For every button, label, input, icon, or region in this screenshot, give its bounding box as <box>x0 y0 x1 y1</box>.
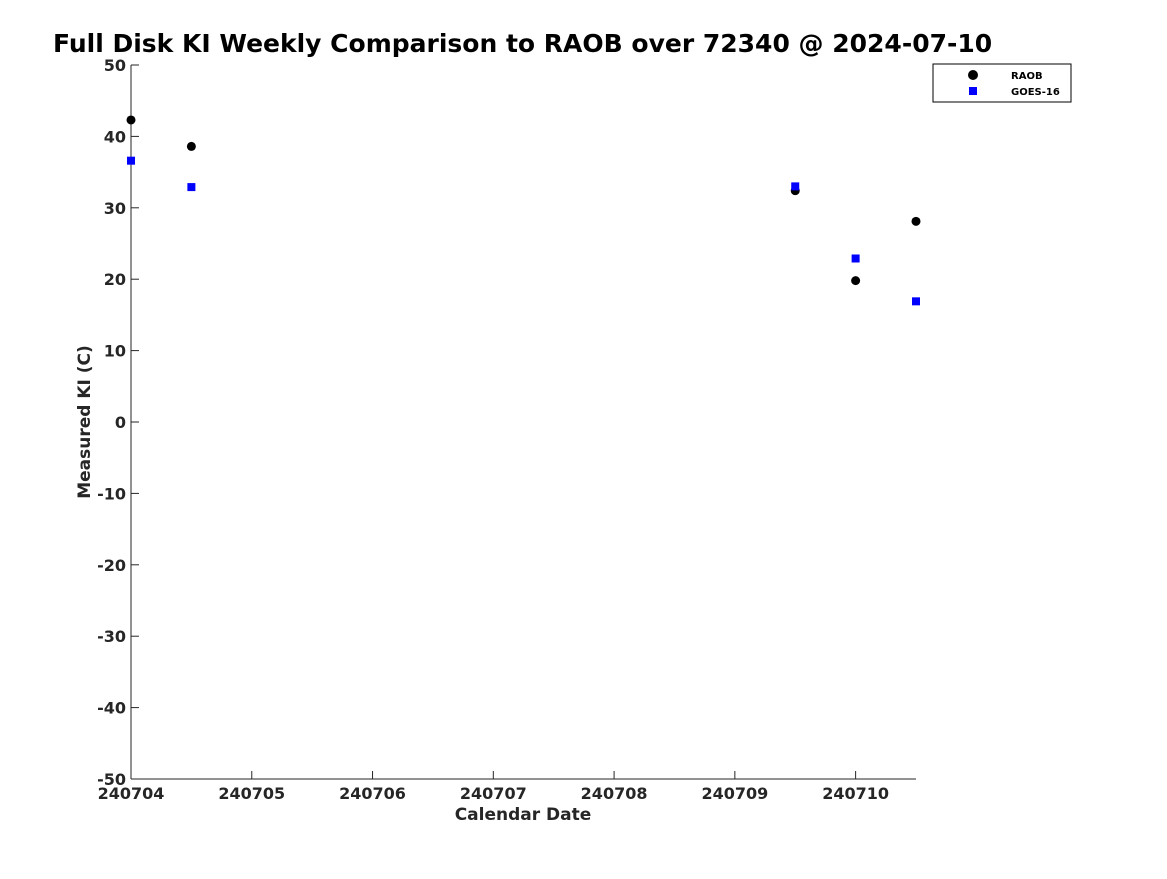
y-tick-label: -40 <box>97 699 126 718</box>
y-tick-label: -50 <box>97 770 126 789</box>
y-tick-label: 30 <box>104 199 126 218</box>
x-tick-label: 240707 <box>460 784 527 803</box>
y-tick-label: 20 <box>104 270 126 289</box>
raob-point <box>851 276 861 286</box>
legend-box <box>932 63 1072 103</box>
x-tick-label: 240706 <box>339 784 406 803</box>
y-tick-label: 10 <box>104 342 126 361</box>
raob-point <box>126 115 136 125</box>
raob-point <box>911 216 921 226</box>
legend-marker-raob <box>968 70 978 80</box>
x-tick-label: 240704 <box>98 784 165 803</box>
x-axis-label: Calendar Date <box>455 805 592 825</box>
y-tick-label: -10 <box>97 484 126 503</box>
chart-title: Full Disk KI Weekly Comparison to RAOB o… <box>53 29 992 58</box>
legend-label: RAOB <box>1011 71 1043 82</box>
data-points <box>126 115 921 306</box>
x-tick-label: 240705 <box>218 784 285 803</box>
y-tick-label: -30 <box>97 627 126 646</box>
y-tick-label: 40 <box>104 127 126 146</box>
legend-label: GOES-16 <box>1011 87 1060 98</box>
goes16-point <box>127 156 135 165</box>
legend: RAOB GOES-16 <box>932 63 1072 103</box>
x-tick-label: 240709 <box>701 784 768 803</box>
goes16-point <box>791 182 800 191</box>
raob-point <box>186 141 196 151</box>
goes16-point <box>187 183 196 192</box>
y-tick-label: 0 <box>115 413 126 432</box>
legend-marker-goes16 <box>969 87 977 95</box>
x-tick-label: 240708 <box>581 784 648 803</box>
y-axis-label: Measured KI (C) <box>75 345 95 499</box>
y-tick-label: -20 <box>97 556 126 575</box>
goes16-point <box>851 254 860 263</box>
x-tick-label: 240710 <box>822 784 889 803</box>
goes16-point <box>912 297 920 306</box>
y-tick-label: 50 <box>104 56 126 75</box>
